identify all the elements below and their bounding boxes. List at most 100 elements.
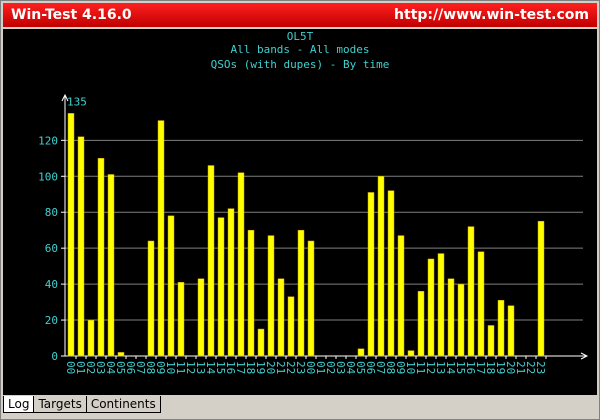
chart-title: OL5T [287,30,314,43]
bar [457,283,465,357]
bar [307,240,315,357]
bar [297,229,305,357]
x-tick-label: 05 [114,361,127,374]
x-tick-label: 08 [384,361,397,374]
y-tick-label: 20 [45,314,58,327]
y-tick-label: 0 [51,350,58,363]
bar [257,328,265,357]
x-tick-label: 19 [254,361,267,374]
x-tick-label: 20 [264,361,277,374]
x-axis-arrow [580,352,589,360]
window-title: Win-Test 4.16.0 [11,7,132,23]
x-tick-label: 20 [504,361,517,374]
x-tick-label: 00 [64,361,77,374]
bar [427,258,435,357]
x-tick-label: 02 [324,361,337,374]
x-tick-label: 19 [494,361,507,374]
bar [287,296,295,357]
bar [367,192,375,357]
x-tick-label: 22 [524,361,537,374]
chart: OL5T All bands - All modes QSOs (with du… [3,29,597,395]
y-axis-arrow [61,93,69,102]
x-tick-label: 15 [214,361,227,374]
x-tick-label: 09 [394,361,407,374]
tab[interactable]: Targets [33,396,87,413]
bar [417,291,425,357]
bar [537,220,545,357]
x-tick-label: 06 [364,361,377,374]
value-label: 135 [67,95,87,108]
x-tick-label: 01 [74,361,87,374]
title-bar: Win-Test 4.16.0 http://www.win-test.com [3,3,597,27]
bar [497,300,505,357]
x-tick-label: 12 [184,361,197,374]
x-tick-label: 23 [294,361,307,374]
x-tick-label: 14 [204,361,217,375]
tab[interactable]: Log [3,396,35,413]
bar [507,305,515,357]
x-tick-label: 03 [94,361,107,374]
x-tick-label: 09 [154,361,167,374]
bar [157,120,165,357]
x-tick-label: 04 [344,361,357,375]
tab-strip: Log Targets Continents [3,396,161,416]
x-tick-label: 23 [534,361,547,374]
x-tick-label: 08 [144,361,157,374]
bar [97,158,105,357]
bar [377,176,385,357]
x-tick-label: 01 [314,361,327,374]
bar [77,136,85,357]
bar [267,235,275,357]
y-tick-label: 40 [45,278,58,291]
bar [397,235,405,357]
bar [177,282,185,357]
bar [407,350,415,357]
x-tick-label: 06 [124,361,137,374]
bar [67,113,75,357]
bar [357,348,365,357]
x-tick-label: 21 [274,361,287,374]
bar [487,325,495,357]
bar [167,215,175,357]
y-tick-label: 80 [45,206,58,219]
chart-subtitle: QSOs (with dupes) - By time [211,58,390,71]
x-tick-label: 21 [514,361,527,374]
x-tick-label: 18 [244,361,257,374]
bar [87,319,95,357]
bar [217,217,225,357]
x-tick-label: 00 [304,361,317,374]
x-tick-label: 17 [474,361,487,374]
x-tick-label: 12 [424,361,437,374]
x-tick-label: 11 [414,361,427,374]
chart-subtitle: All bands - All modes [230,43,369,56]
bar [277,278,285,357]
x-tick-label: 07 [374,361,387,374]
bar [237,172,245,357]
x-tick-label: 18 [484,361,497,374]
x-tick-label: 11 [174,361,187,374]
x-tick-label: 05 [354,361,367,374]
x-tick-label: 02 [84,361,97,374]
bar [107,174,115,357]
y-tick-label: 120 [38,134,58,147]
x-tick-label: 07 [134,361,147,374]
bar [147,240,155,357]
bar [197,278,205,357]
bar [467,226,475,357]
bar [447,278,455,357]
x-tick-label: 03 [334,361,347,374]
x-tick-label: 10 [164,361,177,374]
x-tick-label: 16 [224,361,237,374]
x-tick-label: 15 [454,361,467,374]
x-tick-label: 22 [284,361,297,374]
x-tick-label: 17 [234,361,247,374]
bar [387,190,395,357]
bar [207,165,215,357]
x-tick-label: 04 [104,361,117,375]
x-tick-label: 10 [404,361,417,374]
tab[interactable]: Continents [85,396,161,413]
x-tick-label: 16 [464,361,477,374]
x-tick-label: 13 [194,361,207,374]
bar [227,208,235,357]
